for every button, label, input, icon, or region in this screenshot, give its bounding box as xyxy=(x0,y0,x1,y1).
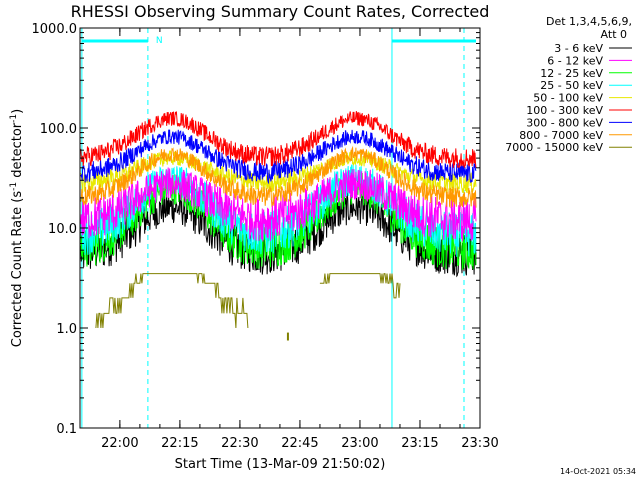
x-tick-label: 23:30 xyxy=(461,436,498,451)
y-tick-label: 10.0 xyxy=(48,222,77,237)
flag-label: N xyxy=(156,36,163,46)
y-axis-label-exponent-2: -1 xyxy=(9,114,19,123)
legend-label-2: 12 - 25 keV xyxy=(540,67,603,80)
x-tick-label: 22:45 xyxy=(281,436,318,451)
timestamp: 14-Oct-2021 05:34 xyxy=(560,467,636,476)
x-tick-label: 22:30 xyxy=(221,436,258,451)
legend-label-8: 7000 - 15000 keV xyxy=(505,141,603,154)
y-axis-label-exponent-1: -1 xyxy=(9,182,19,191)
legend-label-4: 50 - 100 keV xyxy=(533,92,603,105)
y-axis: 0.1 1.0 10.0 100.0 1000.0 xyxy=(32,22,480,437)
y-tick-label: 100.0 xyxy=(40,122,77,137)
x-axis-label: Start Time (13-Mar-09 21:50:02) xyxy=(175,457,386,472)
legend-label-3: 25 - 50 keV xyxy=(540,79,603,92)
series-line-6 xyxy=(80,129,477,185)
plot-area: N xyxy=(80,28,477,428)
y-axis-label-part-1: Corrected Count Rate (s xyxy=(10,191,25,348)
y-tick-label: 1000.0 xyxy=(32,22,78,37)
x-tick-label: 23:15 xyxy=(401,436,438,451)
legend-label-5: 100 - 300 keV xyxy=(526,104,603,117)
y-axis-label: Corrected Count Rate (s-1 detector-1) xyxy=(9,109,25,347)
x-tick-label: 22:00 xyxy=(101,436,138,451)
series-line-5 xyxy=(80,111,477,169)
y-tick-label: 1.0 xyxy=(56,322,77,337)
legend-label-7: 800 - 7000 keV xyxy=(519,129,603,142)
series-line-1 xyxy=(80,167,477,242)
legend-header-line-1: Det 1,3,4,5,6,9, xyxy=(546,15,632,28)
legend-label-0: 3 - 6 keV xyxy=(554,42,603,55)
x-tick-label: 22:15 xyxy=(161,436,198,451)
legend-label-1: 6 - 12 keV xyxy=(547,54,603,67)
y-axis-label-part-3: ) xyxy=(10,109,25,114)
x-tick-label: 23:00 xyxy=(341,436,378,451)
chart-title: RHESSI Observing Summary Count Rates, Co… xyxy=(71,2,490,21)
series-line-8-block-0 xyxy=(95,273,249,329)
series-line-4 xyxy=(80,149,477,194)
y-axis-label-part-2: detector xyxy=(10,122,25,182)
y-tick-label: 0.1 xyxy=(56,422,77,437)
series-line-7 xyxy=(80,145,477,209)
legend-header-line-2: Att 0 xyxy=(601,28,627,41)
x-axis: 22:00 22:15 22:30 22:45 23:00 23:15 23:30 xyxy=(101,28,499,451)
legend-label-6: 300 - 800 keV xyxy=(526,116,603,129)
series-line-8-block-1 xyxy=(319,273,401,299)
